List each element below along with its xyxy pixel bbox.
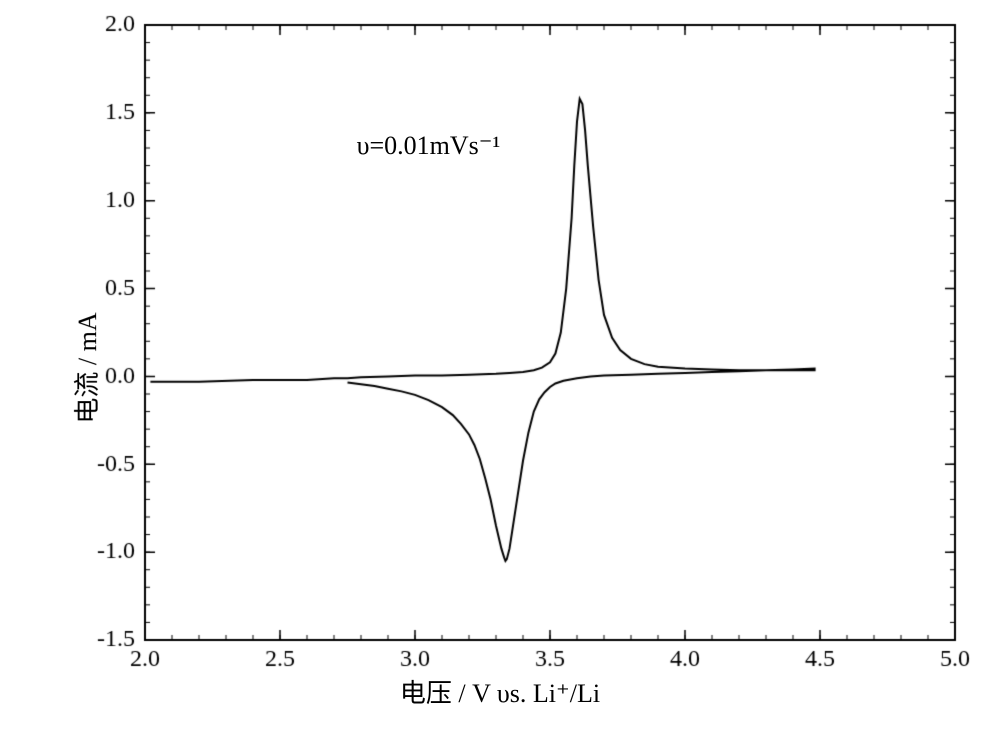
chart-annotation: υ=0.01mVs⁻¹ [357, 131, 501, 161]
x-axis-label: 电压 / V υs. Li⁺/Li [400, 673, 600, 710]
cv-chart-canvas [0, 0, 1000, 735]
y-axis-label: 电流 / mA [67, 312, 104, 423]
chart-container: 电流 / mA 电压 / V υs. Li⁺/Li υ=0.01mVs⁻¹ [0, 0, 1000, 735]
